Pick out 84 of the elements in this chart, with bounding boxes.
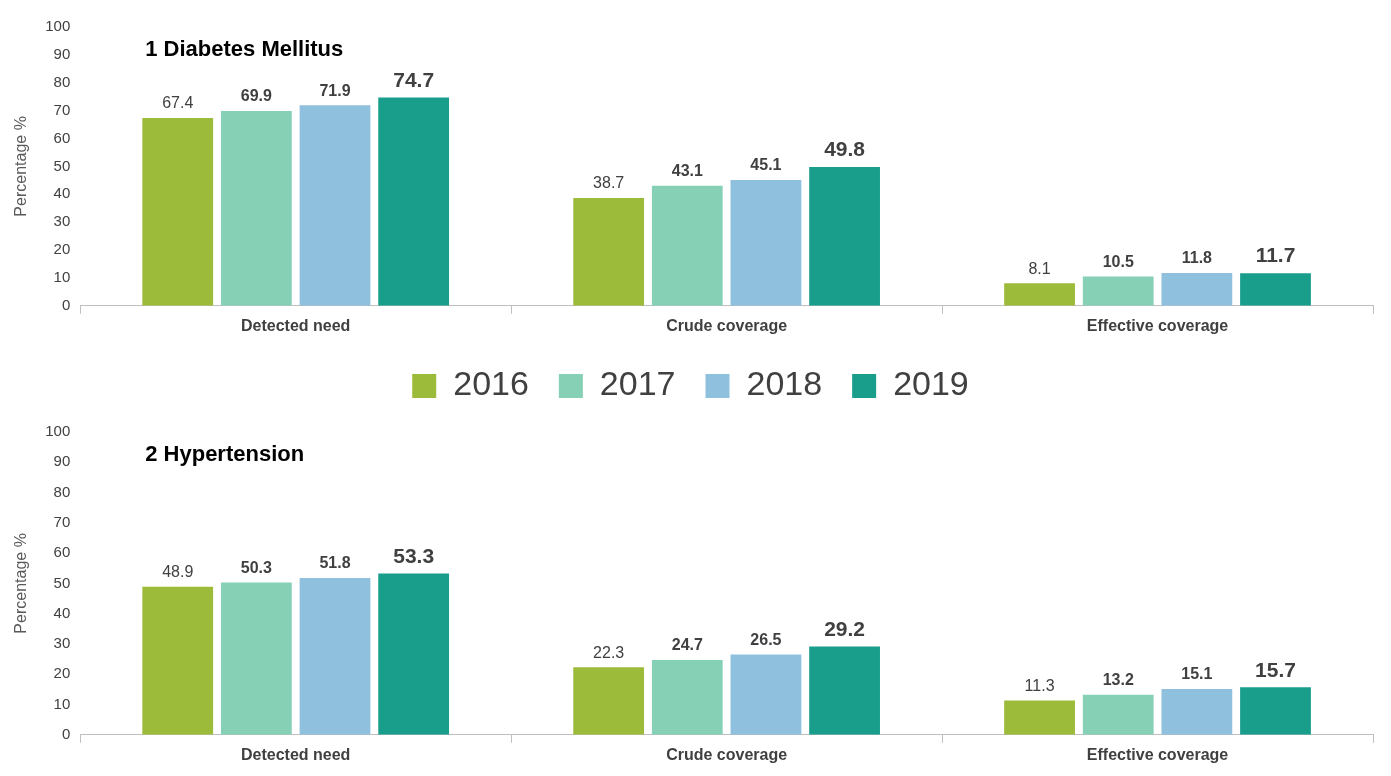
x-tick-label: Crude coverage — [666, 745, 788, 763]
data-label: 11.8 — [1181, 249, 1213, 267]
text: 1 Diabetes Mellitus — [145, 36, 344, 62]
data-label: 49.8 — [824, 137, 866, 161]
bar — [1082, 276, 1154, 306]
y-tick-label: 50 — [53, 156, 71, 174]
y-tick-label: 60 — [53, 543, 71, 561]
y-axis-title: Percentage % — [12, 533, 30, 634]
y-tick-label: 70 — [53, 512, 71, 530]
data-label: 24.7 — [671, 636, 703, 654]
bar — [730, 654, 802, 735]
bar — [378, 97, 450, 306]
bar — [1161, 689, 1233, 735]
data-label: 38.7 — [593, 174, 625, 192]
bar — [573, 197, 645, 306]
y-tick-label: 80 — [53, 72, 71, 90]
y-tick-label: 80 — [53, 482, 71, 500]
legend-label: 2019 — [893, 364, 969, 403]
data-label: 53.3 — [393, 543, 435, 567]
bar — [1161, 272, 1233, 306]
data-label: 48.9 — [162, 563, 194, 581]
y-axis-title: Percentage % — [12, 116, 30, 217]
y-tick-label: 20 — [53, 664, 71, 682]
bar — [1004, 283, 1075, 306]
data-label: 74.7 — [393, 67, 435, 91]
y-tick-label: 30 — [53, 634, 71, 652]
y-tick-label: 90 — [53, 45, 71, 63]
x-tick-label: Detected need — [241, 745, 351, 763]
data-label: 50.3 — [240, 558, 273, 576]
y-tick-label: 100 — [45, 422, 71, 440]
bar — [142, 586, 214, 735]
bar — [220, 582, 292, 735]
bar — [1004, 700, 1075, 735]
x-tick-label: Detected need — [241, 316, 351, 334]
data-label: 11.3 — [1024, 676, 1055, 694]
bar — [651, 185, 723, 306]
data-label: 11.7 — [1255, 243, 1296, 267]
bar — [142, 117, 214, 306]
data-label: 69.9 — [240, 87, 273, 105]
data-label: 45.1 — [750, 156, 782, 174]
x-tick-label: Effective coverage — [1086, 745, 1229, 763]
y-tick-label: 40 — [53, 184, 71, 202]
y-tick-label: 10 — [53, 268, 71, 286]
data-label: 10.5 — [1102, 252, 1134, 270]
data-label: 51.8 — [319, 554, 351, 572]
y-tick-label: 60 — [53, 128, 71, 146]
bar — [299, 577, 371, 735]
legend-label: 2017 — [599, 364, 676, 403]
data-label: 26.5 — [750, 630, 782, 648]
bar — [378, 573, 450, 735]
legend-label: 2018 — [746, 364, 823, 403]
y-tick-label: 40 — [53, 603, 71, 621]
bar — [730, 180, 802, 306]
y-tick-label: 90 — [53, 452, 71, 470]
bar — [299, 105, 371, 306]
bar — [809, 646, 880, 735]
data-label: 67.4 — [162, 94, 194, 112]
bar — [220, 110, 292, 306]
x-tick-label: Effective coverage — [1086, 316, 1229, 334]
data-label: 29.2 — [824, 616, 866, 640]
bar — [809, 166, 880, 306]
data-label: 15.7 — [1255, 657, 1296, 681]
y-tick-label: 10 — [53, 694, 71, 712]
bar — [651, 660, 723, 735]
bar — [1240, 273, 1311, 306]
x-tick-label: Crude coverage — [666, 316, 788, 334]
data-label: 71.9 — [319, 81, 351, 99]
y-tick-label: 0 — [61, 295, 71, 313]
data-label: 15.1 — [1181, 665, 1213, 683]
data-label: 43.1 — [671, 162, 703, 180]
y-tick-label: 20 — [53, 240, 71, 258]
y-tick-label: 50 — [53, 573, 71, 591]
y-tick-label: 70 — [53, 100, 71, 118]
bar — [1240, 687, 1311, 735]
data-label: 22.3 — [593, 643, 625, 661]
y-tick-label: 100 — [45, 17, 71, 35]
y-tick-label: 0 — [61, 724, 71, 742]
y-tick-label: 30 — [53, 212, 71, 230]
data-label: 8.1 — [1028, 259, 1051, 277]
data-label: 13.2 — [1102, 671, 1134, 689]
bar — [1082, 694, 1154, 735]
text: 2 Hypertension — [145, 441, 305, 467]
legend-label: 2016 — [453, 364, 529, 403]
bar — [573, 667, 645, 735]
